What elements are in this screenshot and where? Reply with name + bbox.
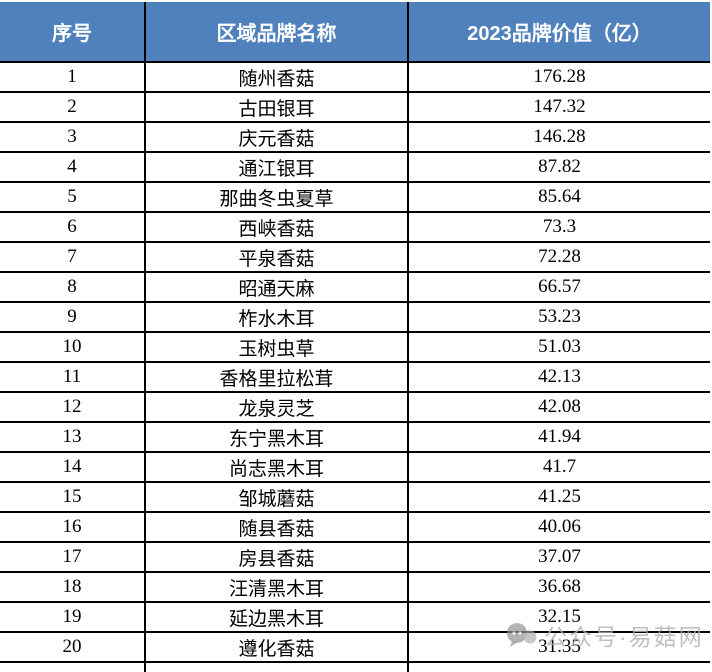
table-row: 1 随州香菇 176.28: [0, 61, 710, 93]
brand-name-cell: 平泉香菇: [144, 241, 408, 273]
brand-name-cell: 遵化香菇: [144, 631, 408, 663]
brand-value-cell: 146.28: [407, 121, 710, 153]
brand-name-cell: 那曲冬虫夏草: [144, 181, 408, 213]
brand-value-cell: 72.28: [407, 241, 710, 273]
brand-name-cell: 延边黑木耳: [144, 601, 408, 633]
table-row: 11 香格里拉松茸 42.13: [0, 361, 710, 393]
rank-cell: 9: [0, 301, 145, 333]
brand-value-cell: 41.94: [407, 421, 710, 453]
table-row: 19 延边黑木耳 32.15: [0, 601, 710, 633]
brand-value-cell: 85.64: [407, 181, 710, 213]
brand-name-cell: 龙泉灵芝: [144, 391, 408, 423]
table-row: 3 庆元香菇 146.28: [0, 121, 710, 153]
rank-cell: 7: [0, 241, 145, 273]
table-header: 序号 区域品牌名称 2023品牌价值（亿）: [0, 2, 710, 63]
table-row: 5 那曲冬虫夏草 85.64: [0, 181, 710, 213]
table-row: 2 古田银耳 147.32: [0, 91, 710, 123]
table-row: 7 平泉香菇 72.28: [0, 241, 710, 273]
brand-value-cell: 37.07: [407, 541, 710, 573]
brand-name-cell: 香格里拉松茸: [144, 361, 408, 393]
rank-cell: 10: [0, 331, 145, 363]
table-row: 8 昭通天麻 66.57: [0, 271, 710, 303]
brand-name-cell: 随县香菇: [144, 511, 408, 543]
table-row-clipped: [0, 661, 710, 672]
rank-cell: 12: [0, 391, 145, 423]
header-row: 序号 区域品牌名称 2023品牌价值（亿）: [0, 2, 710, 63]
rank-cell: 20: [0, 631, 145, 663]
brand-name-cell: 柞水木耳: [144, 301, 408, 333]
brand-name-cell: 昭通天麻: [144, 271, 408, 303]
brand-name-cell: 尚志黑木耳: [144, 451, 408, 483]
brand-value-cell: 176.28: [407, 61, 710, 93]
table-row: 16 随县香菇 40.06: [0, 511, 710, 543]
header-rank: 序号: [0, 2, 145, 63]
table-row: 14 尚志黑木耳 41.7: [0, 451, 710, 483]
brand-value-cell: 41.7: [407, 451, 710, 483]
table-row: 4 通江银耳 87.82: [0, 151, 710, 183]
brand-value-cell: 73.3: [407, 211, 710, 243]
brand-value-cell: 31.35: [407, 631, 710, 663]
brand-name-cell: 通江银耳: [144, 151, 408, 183]
brand-value-cell: 53.23: [407, 301, 710, 333]
table-row: 9 柞水木耳 53.23: [0, 301, 710, 333]
brand-value-cell: 41.25: [407, 481, 710, 513]
rank-cell: 15: [0, 481, 145, 513]
brand-value-cell: 40.06: [407, 511, 710, 543]
brand-name-cell: 汪清黑木耳: [144, 571, 408, 603]
brand-value-cell: 87.82: [407, 151, 710, 183]
empty-cell: [407, 661, 710, 672]
brand-name-cell: 玉树虫草: [144, 331, 408, 363]
table-body: 1 随州香菇 176.28 2 古田银耳 147.32 3 庆元香菇 146.28 4 通江银耳 87…: [0, 61, 710, 672]
brand-value-cell: 147.32: [407, 91, 710, 123]
table-row: 13 东宁黑木耳 41.94: [0, 421, 710, 453]
brand-value-cell: 32.15: [407, 601, 710, 633]
brand-name-cell: 东宁黑木耳: [144, 421, 408, 453]
rank-cell: 19: [0, 601, 145, 633]
table-row: 10 玉树虫草 51.03: [0, 331, 710, 363]
brand-name-cell: 房县香菇: [144, 541, 408, 573]
rank-cell: 13: [0, 421, 145, 453]
rank-cell: 6: [0, 211, 145, 243]
brand-value-cell: 42.08: [407, 391, 710, 423]
brand-value-cell: 66.57: [407, 271, 710, 303]
table-row: 6 西峡香菇 73.3: [0, 211, 710, 243]
rank-cell: 1: [0, 61, 145, 93]
brand-name-cell: 古田银耳: [144, 91, 408, 123]
brand-value-cell: 36.68: [407, 571, 710, 603]
table-row: 15 邹城蘑菇 41.25: [0, 481, 710, 513]
table-row: 17 房县香菇 37.07: [0, 541, 710, 573]
rank-cell: 3: [0, 121, 145, 153]
rank-cell: 5: [0, 181, 145, 213]
rank-cell: 2: [0, 91, 145, 123]
header-brand-name: 区域品牌名称: [144, 2, 408, 63]
rank-cell: 4: [0, 151, 145, 183]
rank-cell: 16: [0, 511, 145, 543]
table-row: 20 遵化香菇 31.35: [0, 631, 710, 663]
brand-name-cell: 庆元香菇: [144, 121, 408, 153]
brand-name-cell: 邹城蘑菇: [144, 481, 408, 513]
header-brand-value: 2023品牌价值（亿）: [407, 2, 710, 63]
table-row: 12 龙泉灵芝 42.08: [0, 391, 710, 423]
rank-cell: 18: [0, 571, 145, 603]
rank-cell: 8: [0, 271, 145, 303]
rank-cell: 17: [0, 541, 145, 573]
table-row: 18 汪清黑木耳 36.68: [0, 571, 710, 603]
brand-value-cell: 42.13: [407, 361, 710, 393]
rank-cell: 14: [0, 451, 145, 483]
empty-cell: [0, 661, 145, 672]
brand-value-cell: 51.03: [407, 331, 710, 363]
brand-name-cell: 随州香菇: [144, 61, 408, 93]
brand-name-cell: 西峡香菇: [144, 211, 408, 243]
empty-cell: [144, 661, 408, 672]
rank-cell: 11: [0, 361, 145, 393]
